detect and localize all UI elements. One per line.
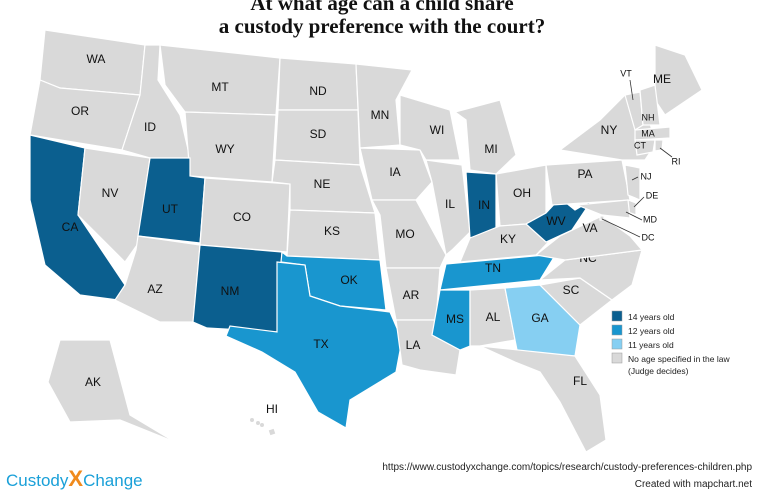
state [355, 63, 413, 149]
state [634, 139, 656, 156]
legend-label: 11 years old [628, 340, 674, 350]
state-label: IL [445, 197, 455, 211]
state-label: RI [672, 156, 681, 166]
state [267, 427, 277, 437]
state-label: NM [221, 284, 240, 298]
state-label: IN [478, 198, 490, 212]
state-label: AL [486, 310, 501, 324]
state-label: OH [513, 186, 531, 200]
state-label: NJ [641, 171, 652, 181]
state-label: WA [87, 52, 106, 66]
leader-line [629, 79, 634, 101]
credit: Created with mapchart.net [635, 479, 753, 490]
state-label: MN [371, 108, 390, 122]
state-label: OK [340, 273, 357, 287]
logo-part: X [68, 466, 83, 491]
legend-swatch [611, 324, 623, 336]
state [431, 289, 471, 351]
state-label: NE [314, 177, 331, 191]
logo-part: Change [83, 471, 143, 490]
state [47, 339, 176, 443]
state-label: NV [102, 186, 119, 200]
logo: CustodyXChange [6, 466, 143, 491]
state-label: DC [642, 232, 655, 242]
legend-swatch [611, 352, 623, 364]
leader-line [601, 218, 641, 238]
state-label: MI [484, 142, 497, 156]
state [469, 287, 516, 347]
state-label: ID [144, 120, 156, 134]
state-label: GA [531, 311, 548, 325]
state-label: AZ [147, 282, 162, 296]
state-label: AR [403, 288, 420, 302]
state-label: TN [485, 261, 501, 275]
state-label: CT [634, 140, 646, 150]
source-url: https://www.custodyxchange.com/topics/re… [382, 462, 752, 473]
state-label: LA [406, 338, 421, 352]
state-label: FL [573, 374, 587, 388]
state-label: MO [395, 227, 414, 241]
state [624, 164, 641, 201]
state-label: MS [446, 312, 464, 326]
leader-line [659, 147, 673, 158]
legend-label: (Judge decides) [628, 366, 689, 376]
state-label: AK [85, 375, 101, 389]
state-label: SD [310, 127, 327, 141]
state-label: NY [601, 123, 618, 137]
island [250, 418, 254, 422]
state-label: MA [641, 128, 655, 138]
island [256, 421, 260, 425]
legend-label: 12 years old [628, 326, 675, 336]
state-label: TX [313, 337, 328, 351]
title-line: At what age can a child share [250, 0, 513, 15]
state-label: NH [642, 112, 655, 122]
state [77, 147, 151, 263]
state-label: MT [211, 80, 229, 94]
state [545, 159, 631, 206]
state [359, 147, 433, 201]
legend-label: 14 years old [628, 312, 675, 322]
legend-swatch [611, 310, 623, 322]
state-label: WY [215, 142, 234, 156]
state-label: PA [577, 167, 592, 181]
state-label: WV [546, 214, 565, 228]
state [576, 199, 631, 219]
state-label: IA [389, 165, 400, 179]
title-line: a custody preference with the court? [219, 14, 545, 38]
state-label: CO [233, 210, 251, 224]
state-label: UT [162, 202, 179, 216]
legend-swatch [611, 338, 623, 350]
leader-line [633, 196, 645, 208]
state-label: ME [653, 72, 671, 86]
state-label: VA [582, 221, 597, 235]
state-label: ND [309, 84, 327, 98]
state [225, 261, 403, 429]
state-label: CA [62, 220, 79, 234]
state-label: HI [266, 402, 278, 416]
leader-line [631, 176, 639, 181]
state-label: VT [620, 68, 632, 78]
state-label: WI [430, 123, 445, 137]
state-label: DE [646, 190, 659, 200]
state-label: KS [324, 224, 340, 238]
state [634, 126, 671, 141]
state [479, 345, 607, 453]
state [425, 159, 471, 257]
state [453, 99, 517, 175]
leader-line [625, 211, 643, 221]
state-label: SC [563, 283, 580, 297]
island [260, 423, 264, 427]
state [639, 84, 661, 126]
state-label: KY [500, 232, 516, 246]
legend-label: No age specified in the law [628, 354, 730, 364]
state-label: MD [643, 214, 657, 224]
logo-part: Custody [6, 471, 69, 490]
state-label: OR [71, 104, 89, 118]
